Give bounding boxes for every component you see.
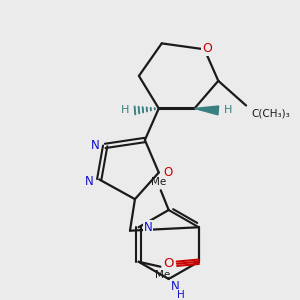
Text: O: O	[202, 42, 212, 55]
Text: N: N	[85, 175, 93, 188]
Text: N: N	[144, 221, 152, 234]
Text: O: O	[164, 257, 174, 270]
Text: Me: Me	[155, 270, 170, 280]
Polygon shape	[194, 106, 219, 115]
Text: H: H	[224, 105, 232, 116]
Text: C(CH₃)₃: C(CH₃)₃	[251, 108, 290, 118]
Text: H: H	[121, 105, 129, 116]
Text: N: N	[91, 140, 99, 152]
Text: N: N	[171, 280, 179, 293]
Text: H: H	[177, 290, 184, 300]
Text: Me: Me	[151, 177, 166, 188]
Text: O: O	[164, 166, 173, 179]
